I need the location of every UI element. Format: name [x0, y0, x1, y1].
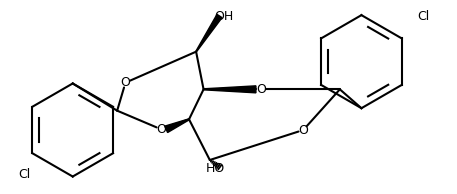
- Text: Cl: Cl: [417, 10, 429, 23]
- Text: O: O: [298, 124, 308, 137]
- Text: O: O: [156, 123, 166, 136]
- Text: HO: HO: [206, 162, 225, 175]
- Text: O: O: [256, 83, 266, 96]
- Text: Cl: Cl: [18, 169, 30, 182]
- Polygon shape: [196, 14, 222, 52]
- Polygon shape: [165, 119, 189, 133]
- Polygon shape: [203, 86, 256, 93]
- Text: O: O: [121, 76, 130, 89]
- Text: OH: OH: [214, 10, 233, 23]
